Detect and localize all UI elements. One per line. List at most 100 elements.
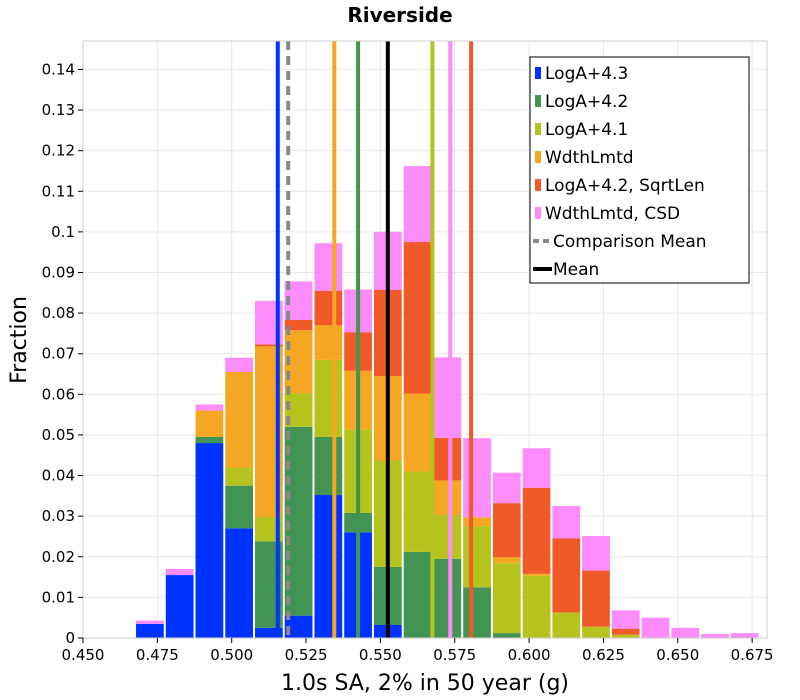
- y-axis-label: Fraction: [7, 296, 32, 384]
- y-tick-label: 0.03: [42, 507, 75, 525]
- bar-segment: [225, 371, 253, 468]
- bar-segment: [463, 587, 491, 638]
- bar-segment: [225, 485, 253, 529]
- bar-segment: [552, 538, 581, 613]
- bar-segment: [314, 495, 343, 638]
- x-tick-label: 0.575: [433, 646, 476, 664]
- bar-segment: [582, 536, 610, 571]
- bar-segment: [225, 528, 253, 638]
- y-tick-label: 0: [65, 629, 75, 647]
- bar-segment: [701, 633, 729, 638]
- bar-segment: [314, 325, 343, 360]
- bar-segment: [195, 410, 224, 437]
- bar-segment: [165, 575, 194, 638]
- bar-segment: [433, 357, 462, 438]
- bar-segment: [641, 617, 670, 638]
- bar-segment: [314, 436, 343, 496]
- x-tick-label: 0.675: [731, 646, 774, 664]
- bar-segment: [225, 357, 253, 372]
- bar-segment: [433, 558, 462, 638]
- x-tick-label: 0.600: [508, 646, 551, 664]
- plot-area-frame: [82, 40, 768, 639]
- bar-segment: [314, 359, 343, 437]
- bar-segment: [284, 615, 313, 638]
- x-tick-label: 0.550: [359, 646, 402, 664]
- y-tick-label: 0.01: [42, 588, 75, 606]
- legend-swatch: [535, 179, 541, 191]
- legend-label: Comparison Mean: [553, 232, 707, 252]
- bar-segment: [433, 480, 462, 515]
- bar-segment: [463, 517, 491, 527]
- y-tick-label: 0.08: [42, 304, 75, 322]
- bar-segment: [403, 166, 432, 243]
- y-tick-label: 0.04: [42, 467, 75, 485]
- bar-segment: [255, 344, 283, 347]
- y-tick-label: 0.05: [42, 426, 75, 444]
- legend-label: LogA+4.2: [545, 92, 628, 112]
- x-tick-label: 0.500: [210, 646, 253, 664]
- bar-segment: [492, 472, 521, 504]
- legend-label: LogA+4.1: [545, 120, 628, 140]
- bar-segment: [463, 438, 491, 518]
- bar-segment: [195, 443, 224, 638]
- bar-segment: [433, 437, 462, 481]
- bar-segment: [522, 575, 551, 638]
- bar-segment: [582, 626, 610, 638]
- x-tick-label: 0.650: [656, 646, 699, 664]
- legend-swatch: [535, 67, 541, 79]
- bar-segment: [582, 570, 610, 627]
- y-tick-label: 0.06: [42, 385, 75, 403]
- x-tick-label: 0.625: [582, 646, 625, 664]
- y-tick-label: 0.02: [42, 548, 75, 566]
- bar-segment: [136, 623, 164, 638]
- y-tick-label: 0.09: [42, 263, 75, 281]
- y-tick-label: 0.11: [42, 182, 75, 200]
- y-tick-label: 0.14: [42, 60, 75, 78]
- legend-box: [529, 56, 750, 284]
- x-axis-ticks: 0.450 0.475 0.500 0.525 0.550 0.575 0.600 0.625…: [62, 638, 774, 664]
- legend-swatch: [535, 151, 541, 163]
- legend-label: LogA+4.2, SqrtLen: [545, 176, 705, 196]
- bar-segment: [492, 557, 521, 564]
- y-axis-ticks: 0 0.01 0.02 0.03 0.04 0.05 0.06 0.07 0.08 0.09 0.1…: [42, 60, 83, 647]
- legend-swatch: [535, 95, 541, 107]
- bar-segment: [314, 243, 343, 291]
- bar-segment: [611, 634, 640, 638]
- bar-segment: [195, 436, 224, 444]
- bar-segment: [165, 568, 194, 576]
- bar-segment: [492, 563, 521, 634]
- chart-title: Riverside: [347, 3, 452, 27]
- bar-segment: [403, 393, 432, 472]
- bar-segment: [552, 612, 581, 638]
- bar-segment: [314, 290, 343, 326]
- bar-segment: [255, 627, 283, 638]
- legend-swatch: [535, 123, 541, 135]
- bar-segment: [492, 503, 521, 558]
- bar-segment: [433, 514, 462, 559]
- bar-segment: [284, 320, 313, 331]
- bar-segment: [225, 467, 253, 486]
- x-tick-label: 0.525: [285, 646, 328, 664]
- y-tick-label: 0.1: [51, 223, 75, 241]
- legend-swatch: [535, 207, 541, 219]
- y-tick-label: 0.13: [42, 101, 75, 119]
- legend-label: Mean: [553, 260, 599, 280]
- bar-segment: [522, 448, 551, 488]
- bar-segment: [403, 551, 432, 638]
- bar-segment: [522, 487, 551, 574]
- bar-segment: [611, 628, 640, 635]
- y-tick-label: 0.07: [42, 345, 75, 363]
- legend-label: WdthLmtd: [545, 148, 634, 168]
- legend-label: WdthLmtd, CSD: [545, 204, 680, 224]
- bar-segment: [611, 610, 640, 629]
- bar-segment: [730, 633, 759, 638]
- bar-segment: [522, 573, 551, 576]
- mean-lines: [275, 41, 474, 638]
- legend: LogA+4.3 LogA+4.2 LogA+4.1 WdthLmtd LogA+4.2…: [529, 56, 750, 284]
- bar-segment: [136, 620, 164, 624]
- bar-segment: [403, 471, 432, 552]
- bar-segment: [552, 506, 581, 539]
- bar-segment: [195, 404, 224, 411]
- x-axis-label: 1.0s SA, 2% in 50 year (g): [281, 671, 569, 696]
